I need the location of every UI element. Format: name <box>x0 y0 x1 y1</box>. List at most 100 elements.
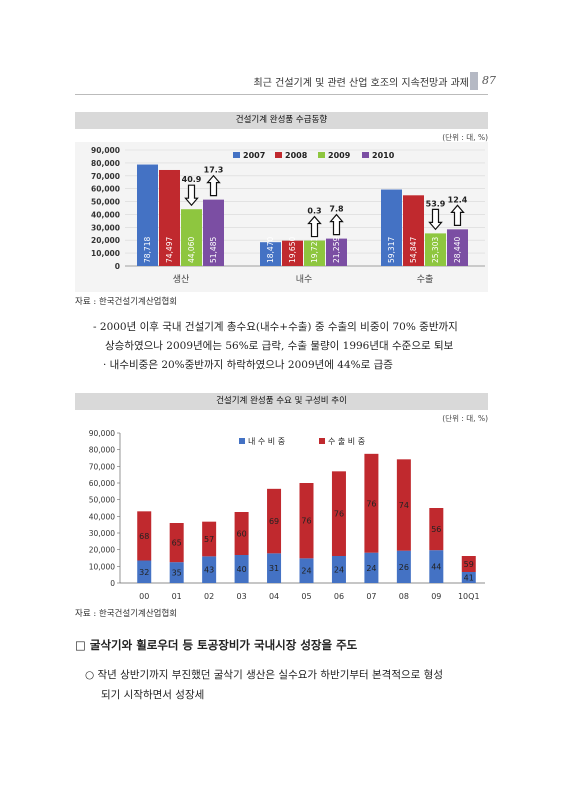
chart2-export-share-label: 59 <box>464 560 474 569</box>
chart1-bar-2009 <box>425 233 446 266</box>
chart1-legend-swatch <box>318 152 325 158</box>
chart2-bar-export <box>137 511 152 561</box>
running-header: 최근 건설기계 및 관련 산업 호조의 지속전망과 과제 87 <box>0 72 564 92</box>
chart1-change-label: 17.3 <box>204 166 224 175</box>
chart1-legend-swatch <box>233 152 240 158</box>
chart2-category-label: 03 <box>236 592 246 601</box>
chart1-background <box>75 142 488 292</box>
chart2-category-label: 06 <box>334 592 344 601</box>
chart2-export-share-label: 76 <box>301 517 311 526</box>
chart1-bar-value-label: 44,060 <box>187 237 196 263</box>
chart1-bar-2010 <box>326 238 347 266</box>
chart1-up-arrow-icon <box>307 215 322 238</box>
chart2-export-share-label: 56 <box>431 525 441 534</box>
chart1-legend-label: 2007 <box>243 151 265 160</box>
chart2-category-label: 04 <box>269 592 279 601</box>
chart2-legend-label: 수 출 비 중 <box>328 436 365 446</box>
chart1-bar-2007 <box>137 164 158 266</box>
chart2-category-label: 02 <box>204 592 214 601</box>
chart1-bar-value-label: 21,259 <box>332 237 341 263</box>
chart1-bar-value-label: 19,721 <box>310 237 319 263</box>
chart1-ytick-label: 70,000 <box>91 172 120 181</box>
dash-line-2: 상승하였으나 2009년에는 56%로 급락, 수출 물량이 1996년대 수준… <box>105 340 454 352</box>
chart2-legend-swatch <box>239 438 245 444</box>
chart1-down-arrow-icon <box>428 208 443 231</box>
chart1-bar-2007 <box>260 242 281 266</box>
chart1-bar-value-label: 59,317 <box>387 237 396 263</box>
chart2-bar-domestic <box>169 562 184 583</box>
chart2-bar-domestic <box>461 572 476 583</box>
chart2-bar-domestic <box>202 556 217 583</box>
chart1-bar-value-label: 18,470 <box>266 237 275 263</box>
chart2-bar-export <box>169 523 184 563</box>
chart2-export-share-label: 74 <box>399 501 409 510</box>
chart1-legend-swatch <box>275 152 282 158</box>
figure1-source: 자료 : 한국건설기계산업협회 <box>75 297 178 307</box>
chart1-up-arrow-icon <box>450 204 465 226</box>
chart1-change-label: 40.9 <box>182 175 202 184</box>
chart2-bar-export <box>331 471 346 556</box>
chart2-bar-export <box>202 521 217 557</box>
chart1-bar-2010 <box>203 199 224 266</box>
chart1-category-label: 내수 <box>296 274 313 285</box>
chart2-domestic-share-label: 24 <box>301 567 311 576</box>
figure1-unit: (단위 : 대, %) <box>442 133 488 142</box>
chart1-up-arrow-icon <box>206 174 221 197</box>
chart2-category-label: 00 <box>139 592 149 601</box>
chart1-category-label: 수출 <box>417 274 434 285</box>
chart1-bar-2008 <box>282 240 303 266</box>
chart1-bar-2008 <box>159 169 180 266</box>
chart2-bar-export <box>396 459 411 551</box>
chart2-category-label: 07 <box>366 592 376 601</box>
bullet-line: · 내수비중은 20%중반까지 하락하였으나 2009년에 44%로 급증 <box>103 359 393 371</box>
header-bar-marker <box>470 72 478 90</box>
chart2-bar-domestic <box>234 555 249 583</box>
chart1-ytick-label: 50,000 <box>91 198 120 207</box>
chart1-up-arrow-icon <box>329 213 344 236</box>
figure1-chart: 0 10,000 20,000 30,000 40,000 50,000 60,000 70,… <box>75 142 488 292</box>
chart1-bar-value-label: 25,303 <box>431 237 440 263</box>
chart2-bar-export <box>461 556 476 572</box>
chart2-bar-export <box>234 512 249 555</box>
circle-line-2: 되기 시작하면서 성장세 <box>101 689 205 701</box>
chart1-legend-swatch <box>362 152 369 158</box>
chart2-ytick-label: 70,000 <box>89 462 115 471</box>
chart2-bar-domestic <box>267 553 282 583</box>
chart2-domestic-share-label: 32 <box>139 568 149 577</box>
chart2-ytick-label: 30,000 <box>89 529 115 538</box>
chart2-domestic-share-label: 41 <box>464 574 474 583</box>
chart1-bar-value-label: 28,440 <box>453 237 462 263</box>
chart2-domestic-share-label: 40 <box>236 565 246 574</box>
running-title: 최근 건설기계 및 관련 산업 호조의 지속전망과 과제 <box>253 78 469 89</box>
chart2-bar-domestic <box>299 558 314 583</box>
chart2-domestic-share-label: 31 <box>269 564 279 573</box>
chart1-bar-value-label: 19,650 <box>288 237 297 263</box>
chart2-category-label: 08 <box>399 592 409 601</box>
chart1-bar-value-label: 51,485 <box>209 237 218 263</box>
chart1-ytick-label: 0 <box>115 262 120 271</box>
chart2-bar-domestic <box>396 550 411 583</box>
chart1-legend-label: 2009 <box>328 151 351 160</box>
page-number: 87 <box>482 74 496 87</box>
chart2-category-label: 09 <box>431 592 441 601</box>
chart2-ytick-label: 10,000 <box>89 562 115 571</box>
chart1-change-label: 12.4 <box>448 195 468 204</box>
chart2-category-label: 10Q1 <box>458 592 480 601</box>
chart2-ytick-label: 80,000 <box>89 446 115 455</box>
chart2-domestic-share-label: 35 <box>172 569 182 578</box>
chart2-ytick-label: 50,000 <box>89 496 115 505</box>
chart2-bar-export <box>267 488 282 554</box>
chart2-domestic-share-label: 24 <box>366 564 376 573</box>
figure2-caption: 건설기계 완성품 수요 및 구성비 추이 <box>75 393 488 410</box>
figure2-svg: 0 10,000 20,000 30,000 40,000 50,000 60,000 70,… <box>89 429 485 601</box>
chart1-change-label: 53.9 <box>426 199 446 208</box>
chart2-export-share-label: 68 <box>139 532 149 541</box>
chart2-legend-swatch <box>319 438 325 444</box>
chart2-ytick-label: 60,000 <box>89 479 115 488</box>
figure1-svg: 0 10,000 20,000 30,000 40,000 50,000 60,000 70,… <box>75 142 488 292</box>
chart1-down-arrow-icon <box>184 184 199 207</box>
chart2-export-share-label: 76 <box>334 510 344 519</box>
chart2-export-share-label: 76 <box>366 499 376 508</box>
chart2-legend-label: 내 수 비 중 <box>248 437 285 446</box>
chart2-ytick-label: 40,000 <box>89 512 115 521</box>
